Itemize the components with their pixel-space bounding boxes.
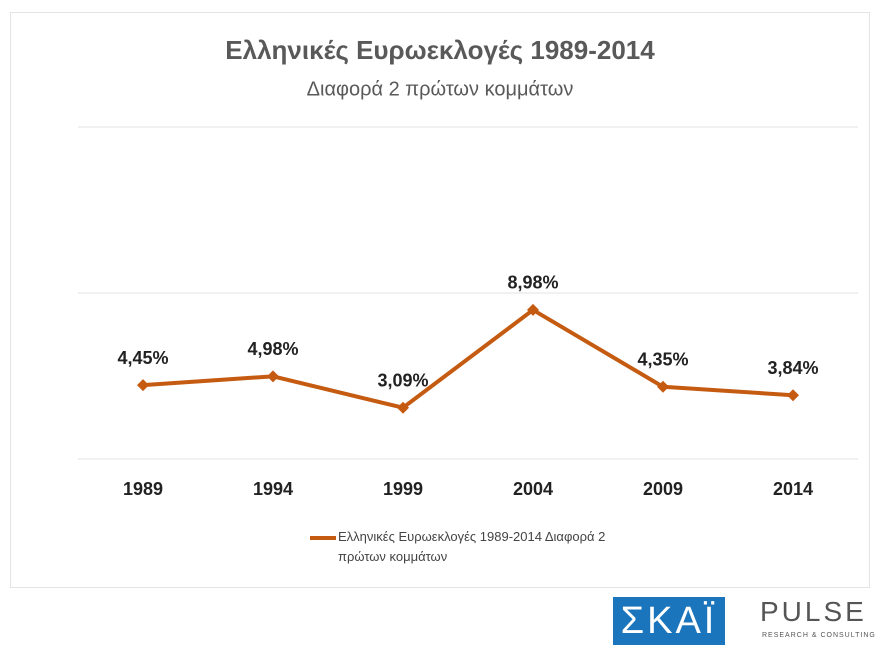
data-label: 4,98% (247, 339, 298, 359)
legend: Ελληνικές Ευρωεκλογές 1989-2014 Διαφορά … (310, 527, 638, 567)
data-label: 3,09% (377, 370, 428, 390)
data-line (142, 307, 794, 410)
data-point (137, 379, 149, 392)
chart-subtitle: Διαφορά 2 πρώτων κομμάτων (307, 78, 574, 100)
x-tick-label: 2004 (513, 479, 553, 499)
chart-title: Ελληνικές Ευρωεκλογές 1989-2014 (225, 35, 655, 65)
data-label: 4,35% (637, 350, 688, 370)
data-label: 3,84% (767, 358, 818, 378)
x-tick-label: 2009 (643, 479, 683, 499)
x-tick-label: 2014 (773, 479, 813, 499)
x-tick-label: 1999 (383, 479, 423, 499)
data-point (787, 389, 799, 402)
data-point (527, 303, 539, 316)
x-tick-label: 1994 (253, 479, 293, 499)
chart-frame (10, 12, 870, 588)
legend-swatch (310, 536, 336, 540)
chart: Ελληνικές Ευρωεκλογές 1989-2014 Διαφορά … (78, 35, 858, 499)
skai-logo: ΣΚΑΪ (613, 597, 725, 645)
pulse-logo: PULSE (760, 596, 867, 627)
data-point (267, 370, 279, 383)
data-point (397, 401, 409, 414)
data-label: 4,45% (117, 348, 168, 368)
pulse-subtitle: RESEARCH & CONSULTING (762, 632, 876, 639)
x-tick-label: 1989 (123, 479, 163, 499)
legend-label: Ελληνικές Ευρωεκλογές 1989-2014 Διαφορά … (338, 529, 606, 564)
data-label: 8,98% (507, 273, 558, 293)
data-point (657, 380, 669, 393)
